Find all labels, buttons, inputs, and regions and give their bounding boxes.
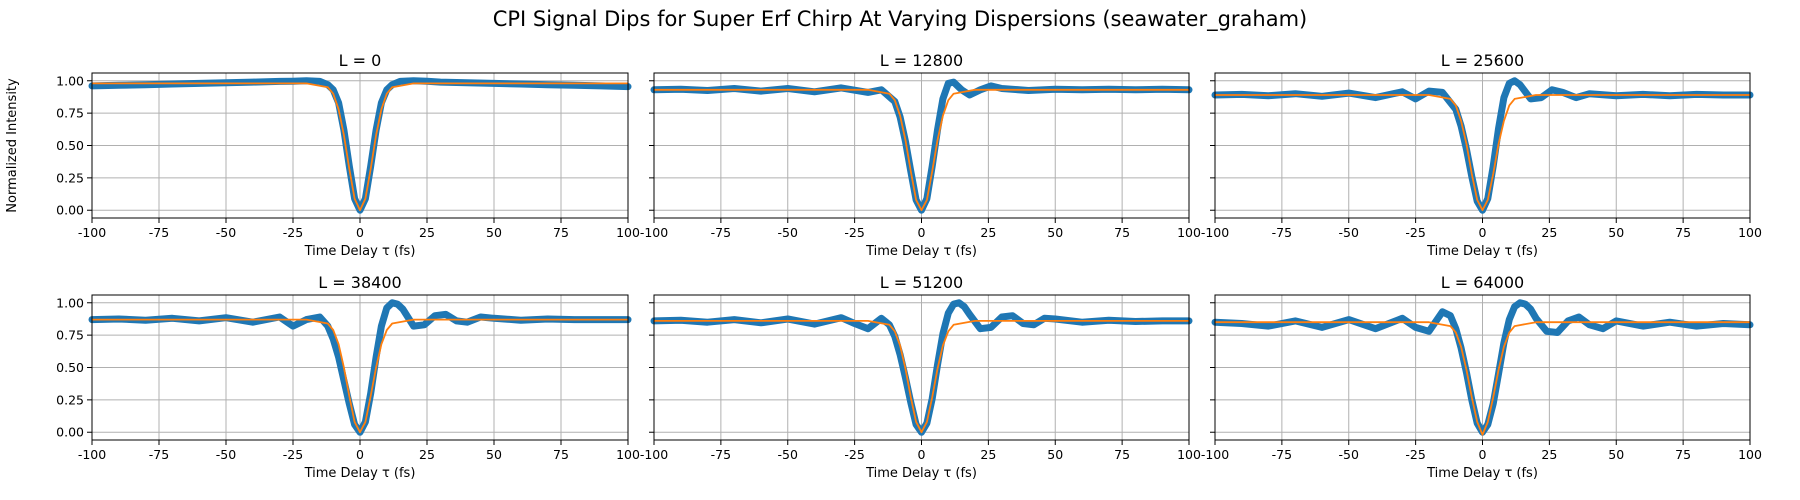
subplot-title: L = 38400 bbox=[318, 273, 401, 292]
series-fit-line bbox=[92, 318, 628, 434]
x-tick-label: 0 bbox=[918, 447, 926, 462]
x-tick-label: -100 bbox=[1201, 447, 1229, 462]
x-tick-label: 25 bbox=[419, 225, 435, 240]
series-fit-line bbox=[1215, 94, 1750, 212]
x-tick-label: 0 bbox=[1479, 447, 1487, 462]
x-tick-label: 75 bbox=[1114, 225, 1130, 240]
x-tick-label: -25 bbox=[1405, 225, 1425, 240]
subplot-5: -100 -75 -50 -25 0 25 50 75 100 L = 64000 Time Del… bbox=[1201, 273, 1762, 481]
x-tick-label: -100 bbox=[78, 447, 106, 462]
x-tick-label: 0 bbox=[918, 225, 926, 240]
x-tick-label: -25 bbox=[844, 447, 864, 462]
x-tick-label: 100 bbox=[1738, 225, 1762, 240]
y-tick-label: 1.00 bbox=[56, 295, 84, 310]
x-tick-label: -75 bbox=[711, 447, 731, 462]
series-data-line bbox=[1211, 299, 1754, 436]
x-tick-label: -25 bbox=[1405, 447, 1425, 462]
x-tick-label: 25 bbox=[419, 447, 435, 462]
y-tick-label: 0.00 bbox=[56, 203, 84, 218]
series-fit-line bbox=[1215, 321, 1750, 436]
x-tick-label: 25 bbox=[980, 447, 996, 462]
x-tick-label: -100 bbox=[640, 225, 668, 240]
y-tick-label: 1.00 bbox=[56, 73, 84, 88]
x-tick-label: 100 bbox=[1177, 447, 1201, 462]
y-tick-label: 0.25 bbox=[56, 170, 84, 185]
x-axis-label: Time Delay τ (fs) bbox=[865, 466, 977, 481]
x-tick-label: -50 bbox=[1339, 447, 1359, 462]
x-tick-label: 0 bbox=[356, 447, 364, 462]
x-tick-label: 50 bbox=[1608, 447, 1624, 462]
x-tick-label: -75 bbox=[1272, 225, 1292, 240]
y-tick-label: 0.00 bbox=[56, 425, 84, 440]
subplot-1: -100 -75 -50 -25 0 25 50 75 100 L = 12800 Time Del… bbox=[640, 51, 1201, 259]
x-axis-label: Time Delay τ (fs) bbox=[1426, 466, 1538, 481]
x-tick-label: -100 bbox=[640, 447, 668, 462]
x-axis-label: Time Delay τ (fs) bbox=[304, 244, 416, 259]
y-tick-label: 0.50 bbox=[56, 360, 84, 375]
x-tick-label: 50 bbox=[1608, 225, 1624, 240]
x-tick-label: -50 bbox=[778, 447, 798, 462]
x-axis-label: Time Delay τ (fs) bbox=[304, 466, 416, 481]
series-fit-line bbox=[654, 320, 1189, 434]
subplot-0: -100 -75 -50 -25 0 25 50 75 100 0.00 0.25 0.50 0.75 1… bbox=[5, 51, 640, 259]
x-tick-label: -50 bbox=[216, 447, 236, 462]
x-tick-label: -50 bbox=[216, 225, 236, 240]
x-tick-label: 100 bbox=[1738, 447, 1762, 462]
x-tick-label: -75 bbox=[149, 447, 169, 462]
x-tick-label: -75 bbox=[711, 225, 731, 240]
x-tick-label: 25 bbox=[1541, 447, 1557, 462]
subplot-3: -100 -75 -50 -25 0 25 50 75 100 0.00 0.25 0.50 0.75 1… bbox=[56, 273, 640, 481]
x-tick-label: 75 bbox=[1675, 225, 1691, 240]
x-tick-label: 0 bbox=[356, 225, 364, 240]
y-tick-label: 0.75 bbox=[56, 328, 84, 343]
x-tick-label: -50 bbox=[778, 225, 798, 240]
subplot-2: -100 -75 -50 -25 0 25 50 75 100 L = 25600 Time Del… bbox=[1201, 51, 1762, 259]
y-axis-label: Normalized Intensity bbox=[5, 78, 20, 213]
y-tick-label: 0.75 bbox=[56, 106, 84, 121]
x-tick-label: -75 bbox=[149, 225, 169, 240]
x-tick-label: -75 bbox=[1272, 447, 1292, 462]
subplot-title: L = 51200 bbox=[880, 273, 963, 292]
y-tick-label: 0.25 bbox=[56, 392, 84, 407]
figure-title: CPI Signal Dips for Super Erf Chirp At V… bbox=[493, 7, 1308, 32]
x-tick-label: 75 bbox=[1675, 447, 1691, 462]
x-tick-label: -100 bbox=[1201, 225, 1229, 240]
series-fit-line bbox=[92, 82, 628, 212]
subplot-title: L = 0 bbox=[339, 51, 382, 70]
x-tick-label: 50 bbox=[486, 225, 502, 240]
y-tick-label: 0.50 bbox=[56, 138, 84, 153]
x-tick-label: 50 bbox=[1047, 225, 1063, 240]
x-tick-label: 100 bbox=[1177, 225, 1201, 240]
x-tick-label: -25 bbox=[283, 447, 303, 462]
x-tick-label: 25 bbox=[1541, 225, 1557, 240]
series-data-line bbox=[1211, 77, 1754, 214]
x-tick-label: 25 bbox=[980, 225, 996, 240]
x-axis-label: Time Delay τ (fs) bbox=[1426, 244, 1538, 259]
x-tick-label: 0 bbox=[1479, 225, 1487, 240]
subplot-title: L = 64000 bbox=[1441, 273, 1524, 292]
x-tick-label: 75 bbox=[1114, 447, 1130, 462]
x-tick-label: -25 bbox=[844, 225, 864, 240]
x-axis-label: Time Delay τ (fs) bbox=[865, 244, 977, 259]
x-tick-label: 50 bbox=[1047, 447, 1063, 462]
x-tick-label: 75 bbox=[553, 447, 569, 462]
x-tick-label: 100 bbox=[616, 225, 640, 240]
x-tick-label: -50 bbox=[1339, 225, 1359, 240]
panels: -100 -75 -50 -25 0 25 50 75 100 0.00 0.25 0.50 0.75 1… bbox=[5, 51, 1762, 481]
x-tick-label: -100 bbox=[78, 225, 106, 240]
x-tick-label: 100 bbox=[616, 447, 640, 462]
subplot-4: -100 -75 -50 -25 0 25 50 75 100 L = 51200 Time Del… bbox=[640, 273, 1201, 481]
subplot-title: L = 25600 bbox=[1441, 51, 1524, 70]
x-tick-label: -25 bbox=[283, 225, 303, 240]
series-fit-line bbox=[654, 88, 1189, 212]
x-tick-label: 75 bbox=[553, 225, 569, 240]
subplot-title: L = 12800 bbox=[880, 51, 963, 70]
x-tick-label: 50 bbox=[486, 447, 502, 462]
